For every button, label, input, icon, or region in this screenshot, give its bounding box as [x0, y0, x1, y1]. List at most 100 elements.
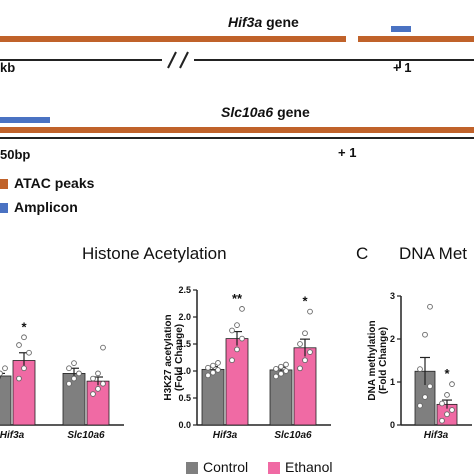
data-point — [307, 349, 313, 355]
hif3a-gene-label: Hif3a gene — [228, 14, 299, 30]
slc10a6-scale-line — [0, 137, 474, 139]
significance-marker: * — [444, 366, 450, 381]
slc10a6-atac-peak — [0, 127, 474, 133]
axis-break-mark-1 — [167, 51, 177, 69]
data-point — [427, 383, 433, 390]
data-point — [297, 365, 303, 372]
data-point — [95, 386, 101, 392]
data-point — [90, 391, 96, 397]
data-point — [422, 394, 428, 400]
data-point — [205, 372, 211, 379]
data-point — [307, 308, 313, 315]
significance-marker: * — [302, 294, 308, 309]
data-point — [90, 375, 96, 382]
slc10a6-gene-word: gene — [277, 104, 310, 120]
data-point — [66, 380, 72, 387]
data-point — [302, 330, 308, 337]
control-legend-label: Control — [203, 459, 249, 475]
data-point — [100, 344, 106, 351]
data-point — [26, 349, 32, 356]
data-point — [278, 370, 284, 377]
data-point — [16, 375, 22, 382]
bar-control-hif3a — [0, 375, 12, 426]
hif3a-atac-peak-right — [358, 36, 474, 42]
significance-marker: ** — [232, 291, 243, 306]
data-point — [297, 341, 303, 347]
data-point — [239, 306, 245, 312]
data-point — [205, 364, 211, 371]
data-point — [66, 365, 72, 372]
data-point — [2, 365, 8, 372]
y-axis-label: H3K27 acetylation(Fold Change) — [164, 314, 185, 400]
hif3a-gene-name: Hif3a — [228, 14, 263, 30]
data-point — [273, 373, 279, 380]
chart-histone-left: Hif3a * Slc10a6 — [0, 319, 124, 441]
data-point — [71, 375, 77, 382]
y-tick-label: 1.5 — [178, 339, 191, 349]
amplicon-legend-label: Amplicon — [14, 199, 78, 215]
data-point — [417, 366, 423, 372]
hif3a-gene-word: gene — [266, 14, 299, 30]
chart-h3k27-acetylation: 0.0 0.5 1.0 1.5 2.0 2.5 H3K27 acetylation(Fold… — [164, 285, 331, 441]
data-point — [278, 363, 284, 370]
x-category-label: Slc10a6 — [67, 430, 105, 441]
data-point — [273, 365, 279, 372]
data-point — [444, 411, 450, 418]
y-tick-label: 0.0 — [178, 420, 191, 430]
y-tick-label: 2.5 — [178, 285, 191, 295]
data-point — [21, 365, 27, 372]
ethanol-legend-label: Ethanol — [285, 459, 333, 475]
data-point — [302, 357, 308, 364]
slc10a6-gene-name: Slc10a6 — [221, 104, 274, 120]
data-point — [283, 368, 289, 374]
data-point — [427, 303, 433, 310]
hif3a-scale-line — [0, 51, 474, 69]
bar-control-hif3a — [201, 368, 225, 426]
atac-legend-swatch — [0, 179, 8, 189]
x-category-label: Slc10a6 — [274, 430, 312, 441]
data-point — [76, 370, 82, 377]
y-tick-label: 1.0 — [178, 366, 191, 376]
data-point — [283, 361, 289, 368]
data-point — [449, 407, 455, 413]
data-point — [417, 402, 423, 409]
x-category-label: Hif3a — [0, 430, 25, 441]
chart-dna-methylation: 0 1 2 3 DNA methylation(Fold Change) Hif3a * — [367, 291, 472, 441]
data-point — [234, 322, 240, 328]
data-point — [229, 357, 235, 364]
data-point — [95, 370, 101, 377]
control-legend-swatch — [186, 462, 198, 474]
y-tick-label: 2 — [390, 334, 395, 344]
histone-acetylation-title: Histone Acetylation — [82, 244, 227, 263]
slc10a6-scale-label: 50bp — [0, 147, 31, 162]
data-point — [71, 360, 77, 366]
data-point — [215, 360, 221, 366]
amplicon-legend-swatch — [0, 203, 8, 213]
hif3a-tss-label: + 1 — [393, 60, 412, 75]
atac-legend-label: ATAC peaks — [14, 175, 95, 191]
significance-marker: * — [21, 319, 27, 334]
data-point — [210, 369, 216, 376]
data-point — [210, 362, 216, 369]
slc10a6-gene-label: Slc10a6 gene — [221, 104, 310, 120]
y-axis-label: DNA methylation(Fold Change) — [367, 320, 389, 400]
axis-break-mark-2 — [179, 51, 189, 69]
y-tick-label: 3 — [390, 291, 395, 301]
data-point — [0, 370, 3, 377]
hif3a-atac-peak-left — [0, 36, 346, 42]
data-point — [234, 346, 240, 353]
y-tick-label: 0 — [390, 420, 395, 430]
bar-control-slc10a6 — [269, 369, 293, 426]
y-tick-label: 2.0 — [178, 312, 191, 322]
hif3a-amplicon — [391, 26, 411, 32]
data-point — [100, 380, 106, 387]
x-category-label: Hif3a — [424, 430, 449, 441]
data-point — [215, 367, 221, 373]
data-point — [439, 417, 445, 424]
panel-letter-c: C — [356, 244, 369, 263]
slc10a6-tss-label: + 1 — [338, 145, 357, 160]
hif3a-scale-label: kb — [0, 60, 16, 75]
y-tick-label: 0.5 — [178, 393, 191, 403]
data-point — [21, 334, 27, 341]
x-category-label: Hif3a — [213, 430, 238, 441]
